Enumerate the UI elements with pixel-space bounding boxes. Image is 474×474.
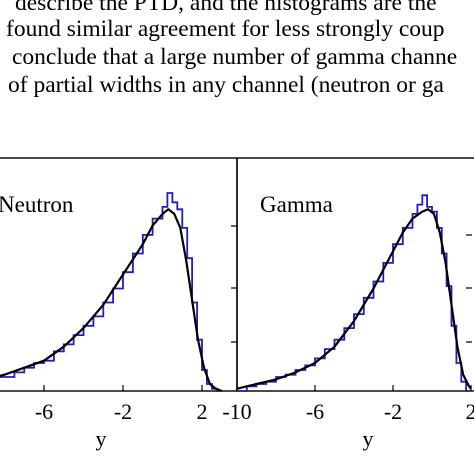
paper-text-line-3: conclude that a large number of gamma ch…: [12, 44, 458, 70]
panel-gamma: -10 -6 -2 2 y Gamma: [222, 157, 474, 451]
histogram-series: [0, 192, 220, 392]
x-tick-label: -2: [384, 399, 402, 424]
x-tick-label: -6: [306, 399, 324, 424]
paper-text-line-4: of partial widths in any channel (neutro…: [8, 72, 444, 98]
x-tick-label: 2: [197, 399, 208, 424]
fit-curve-series: [0, 208, 223, 393]
panel-title-gamma: Gamma: [260, 192, 333, 217]
panel-title-neutron: Neutron: [0, 192, 74, 217]
x-axis-label: y: [363, 426, 374, 451]
x-tick-label: -10: [222, 399, 251, 424]
x-tick-label: -2: [114, 399, 132, 424]
paper-text-line-1: describe the PTD, and the histograms are…: [15, 0, 437, 16]
panel-frame: [236, 157, 474, 392]
x-tick-label: -6: [35, 399, 53, 424]
paper-text-block: describe the PTD, and the histograms are…: [0, 0, 474, 118]
paper-text-line-2: found similar agreement for less strongl…: [6, 16, 445, 42]
x-axis-label: y: [96, 426, 107, 451]
fit-curve-series: [236, 208, 472, 390]
histogram-series: [237, 194, 470, 392]
x-tick-label: 2: [466, 399, 474, 424]
panel-neutron: -6 -2 2 y Neutron: [0, 157, 238, 451]
